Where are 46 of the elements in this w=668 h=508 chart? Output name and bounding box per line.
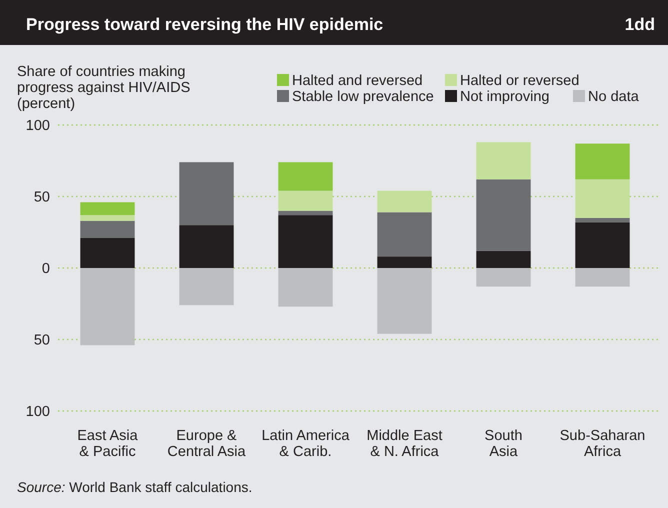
y-axis-title: Share of countries making progress against HIV/AIDS (percent) (17, 64, 190, 112)
y-tick-label: 100 (26, 118, 50, 134)
bar (476, 179, 531, 251)
bar (179, 268, 234, 306)
bar (377, 190, 432, 212)
bar (80, 202, 135, 216)
bar (179, 225, 234, 268)
legend-label: Halted and reversed (292, 73, 423, 89)
bar (575, 222, 630, 268)
x-tick-label: Europe & Central Asia (167, 428, 247, 460)
bar (476, 142, 531, 180)
legend-label: Not improving (460, 89, 550, 105)
bar (575, 218, 630, 222)
bar (278, 210, 333, 216)
bar (80, 268, 135, 346)
y-tick-label: 50 (34, 332, 50, 348)
y-tick-label: 50 (34, 190, 50, 206)
y-tick-label: 100 (26, 404, 50, 420)
bar (278, 162, 333, 191)
legend-label: No data (588, 89, 640, 105)
bar (377, 268, 432, 334)
x-tick-label: Middle East & N. Africa (366, 428, 442, 460)
legend-label: Stable low prevalence (292, 89, 434, 105)
x-tick-label: Sub-Saharan Africa (560, 428, 646, 460)
y-tick-label: 0 (42, 261, 50, 277)
x-tick-label: South Asia (484, 428, 522, 460)
x-tick-label: Latin America & Carib. (262, 428, 350, 460)
bar (80, 238, 135, 268)
bar (278, 190, 333, 211)
chart-title: Progress toward reversing the HIV epidemic (26, 15, 384, 34)
source-note: Source: World Bank staff calculations. (17, 479, 252, 495)
bar (80, 215, 135, 221)
bar (377, 256, 432, 268)
bar (278, 268, 333, 307)
x-tick-label: East Asia & Pacific (77, 428, 139, 460)
bar (80, 220, 135, 238)
bar (575, 144, 630, 180)
legend-label: Halted or reversed (460, 73, 580, 89)
bar (278, 215, 333, 268)
bar (575, 179, 630, 218)
bar (476, 268, 531, 287)
bar (179, 162, 234, 226)
bar (377, 212, 432, 257)
bar (575, 268, 630, 287)
bar (476, 250, 531, 268)
chart-subtitle: 1dd (624, 15, 655, 34)
